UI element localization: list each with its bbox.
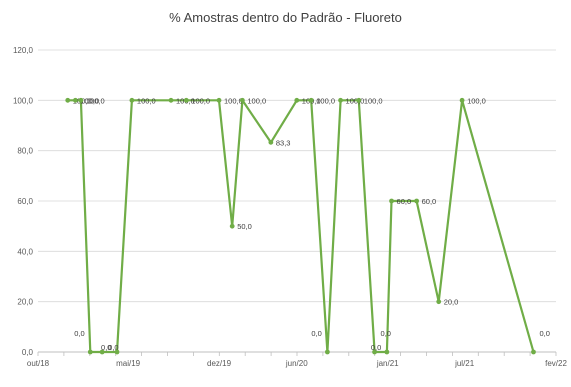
data-point bbox=[216, 97, 222, 103]
data-point bbox=[65, 97, 71, 103]
data-point bbox=[356, 97, 362, 103]
data-point bbox=[229, 223, 235, 229]
data-label: 0,0 bbox=[381, 329, 391, 338]
x-tick-label: jul/21 bbox=[454, 359, 475, 368]
data-label: 100,0 bbox=[467, 96, 486, 105]
data-point bbox=[459, 97, 465, 103]
y-tick-label: 120,0 bbox=[13, 46, 34, 55]
x-tick-label: fev/22 bbox=[545, 359, 567, 368]
data-point bbox=[372, 349, 377, 355]
data-point bbox=[294, 97, 300, 103]
data-point bbox=[114, 349, 120, 355]
data-label: 0,0 bbox=[108, 343, 118, 352]
y-tick-label: 100,0 bbox=[13, 96, 34, 105]
data-point bbox=[72, 97, 78, 103]
data-point bbox=[87, 349, 93, 355]
x-tick-label: dez/19 bbox=[207, 359, 232, 368]
series-line bbox=[67, 99, 535, 354]
data-label: 100,0 bbox=[247, 96, 266, 105]
data-point bbox=[338, 97, 343, 103]
data-point bbox=[168, 97, 174, 103]
data-point bbox=[78, 97, 84, 103]
data-label: 60,0 bbox=[422, 197, 437, 206]
data-label: 0,0 bbox=[74, 329, 84, 338]
data-point bbox=[239, 97, 245, 103]
y-tick-label: 60,0 bbox=[17, 197, 33, 206]
data-label: 20,0 bbox=[444, 298, 459, 307]
x-tick-label: jun/20 bbox=[285, 359, 308, 368]
data-point bbox=[436, 299, 442, 305]
data-label: 50,0 bbox=[237, 222, 252, 231]
data-label: 83,3 bbox=[276, 138, 291, 147]
data-label: 100,0 bbox=[224, 96, 243, 105]
data-point bbox=[308, 97, 314, 103]
x-tick-label: mai/19 bbox=[116, 359, 141, 368]
data-label: 0,0 bbox=[539, 329, 549, 338]
data-label: 0,0 bbox=[371, 343, 381, 352]
data-label: 100,0 bbox=[86, 96, 105, 105]
data-label: 100,0 bbox=[364, 96, 383, 105]
data-point bbox=[389, 198, 394, 204]
data-label: 0,0 bbox=[101, 343, 111, 352]
x-tick-label: jan/21 bbox=[376, 359, 399, 368]
data-label: 100,0 bbox=[191, 96, 210, 105]
data-point bbox=[384, 349, 390, 355]
data-point bbox=[531, 349, 536, 355]
data-label: 0,0 bbox=[311, 329, 321, 338]
data-label: 100,0 bbox=[316, 96, 335, 105]
y-tick-label: 20,0 bbox=[17, 298, 33, 307]
data-point bbox=[324, 349, 330, 355]
data-point bbox=[99, 349, 105, 355]
y-tick-label: 40,0 bbox=[17, 247, 33, 256]
y-tick-label: 0,0 bbox=[22, 348, 34, 357]
data-point bbox=[183, 97, 189, 103]
data-label: 100,0 bbox=[346, 96, 365, 105]
data-label: 60,0 bbox=[397, 197, 412, 206]
data-point bbox=[414, 198, 420, 204]
data-label: 100,0 bbox=[80, 96, 99, 105]
x-tick-label: out/18 bbox=[27, 359, 50, 368]
chart-title: % Amostras dentro do Padrão - Fluoreto bbox=[169, 10, 402, 25]
data-label: 100,0 bbox=[137, 96, 156, 105]
y-tick-label: 80,0 bbox=[17, 147, 33, 156]
data-point bbox=[268, 139, 274, 145]
data-point bbox=[129, 97, 135, 103]
